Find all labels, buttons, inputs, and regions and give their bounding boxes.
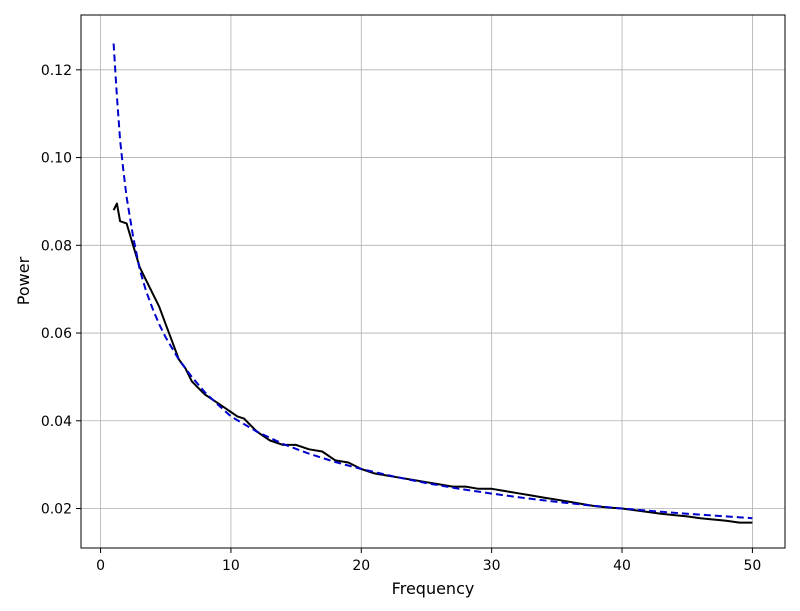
fit-curve-dashed-line xyxy=(112,43,753,520)
x-tick-label: 20 xyxy=(352,558,370,574)
x-tick-label: 10 xyxy=(222,558,240,574)
plot-frame xyxy=(80,14,786,549)
y-tick-label: 0.12 xyxy=(41,63,72,79)
y-tick-label: 0.08 xyxy=(41,238,72,254)
x-tick-label: 40 xyxy=(613,558,631,574)
ticks: 0 10 20 30 40 50 0.02 0.04 0.06 0.08 0.10 0.12 xyxy=(41,63,761,574)
series-layer xyxy=(112,43,753,524)
x-tick-label: 0 xyxy=(96,558,105,574)
y-tick-label: 0.02 xyxy=(41,502,72,518)
grid-lines xyxy=(81,15,785,548)
x-axis-label: Frequency xyxy=(392,579,475,598)
y-tick-label: 0.04 xyxy=(41,414,72,430)
y-tick-label: 0.10 xyxy=(41,151,72,167)
x-tick-label: 50 xyxy=(743,558,761,574)
x-tick-label: 30 xyxy=(483,558,501,574)
y-tick-label: 0.06 xyxy=(41,326,72,342)
y-axis-label: Power xyxy=(14,256,33,305)
